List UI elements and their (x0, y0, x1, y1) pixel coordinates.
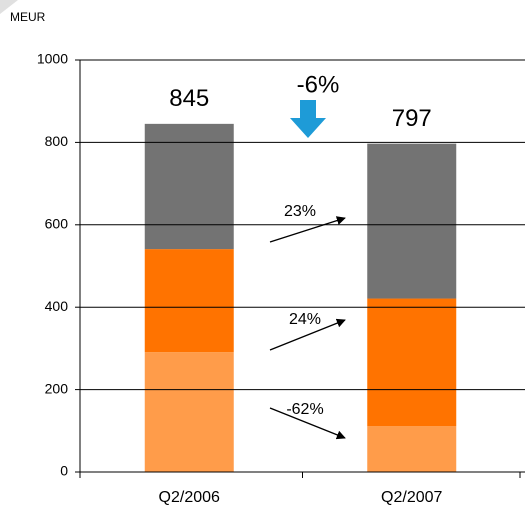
corner-decoration (0, 0, 18, 14)
annotation: 24% (289, 311, 321, 328)
bar-segment (367, 143, 457, 299)
change-label: -6% (297, 71, 340, 98)
y-tick-label: 400 (45, 298, 69, 314)
y-axis-label: MEUR (10, 10, 46, 24)
y-tick-label: 200 (45, 380, 69, 396)
total-label: 797 (392, 105, 432, 132)
bar-segment (144, 249, 234, 353)
bar-segment (367, 298, 457, 427)
x-tick-label: Q2/2006 (159, 489, 220, 506)
annotation: 23% (284, 203, 316, 220)
x-tick-label: Q2/2007 (381, 489, 442, 506)
y-tick-label: 1000 (37, 51, 68, 67)
bar-segment (144, 352, 234, 472)
annotation-arrows (269, 216, 346, 440)
annotation: -62% (286, 401, 323, 418)
y-tick-label: 0 (60, 463, 68, 479)
y-tick-label: 800 (45, 133, 69, 149)
total-label: 845 (169, 85, 209, 112)
bar-segment (367, 426, 457, 472)
down-arrow (290, 100, 326, 138)
y-tick-label: 600 (45, 216, 69, 232)
bar-segment (144, 123, 234, 250)
